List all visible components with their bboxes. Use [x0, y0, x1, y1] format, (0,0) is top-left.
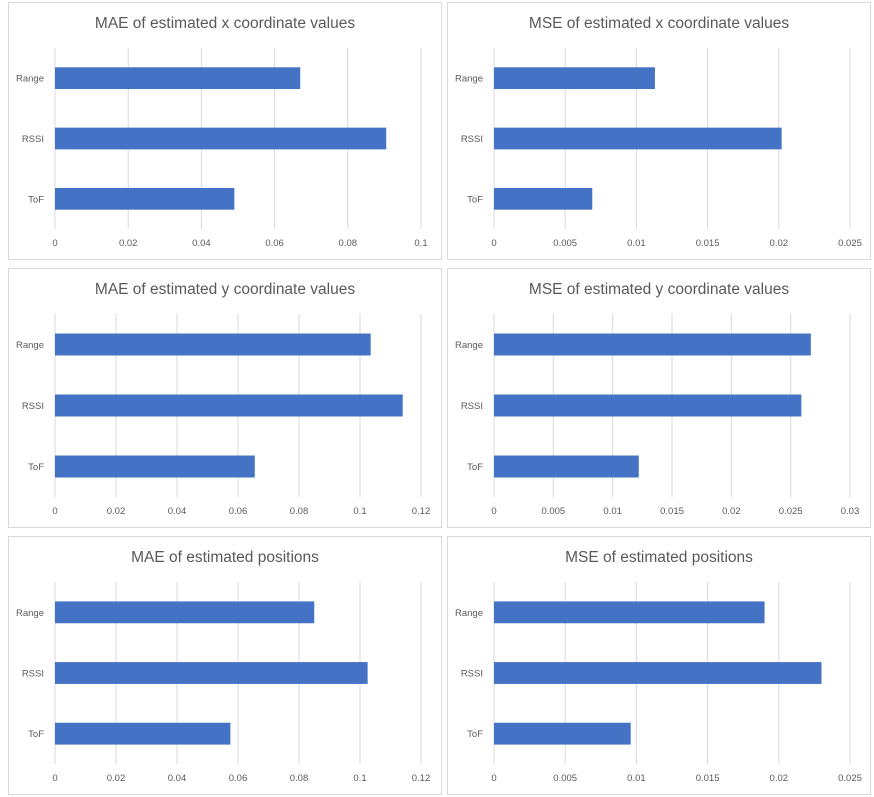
chart-svg: MSE of estimated positions 0 0.005 0.01 0.01…: [455, 549, 862, 784]
x-tick-label: 0.06: [265, 238, 284, 249]
x-tick-label: 0.08: [290, 773, 309, 784]
category-label: ToF: [28, 462, 44, 473]
category-label: ToF: [467, 462, 483, 473]
x-tick-label: 0.08: [339, 238, 358, 249]
bar: [494, 601, 765, 624]
bar: [55, 394, 403, 417]
chart-panel-mse-positions: MSE of estimated positions 0 0.005 0.01 0.01…: [447, 536, 871, 795]
chart-panel-mae-positions: MAE of estimated positions 0 0.02 0.04 0.06 0…: [8, 536, 442, 795]
x-tick-label: 0.01: [603, 506, 622, 517]
category-label: Range: [455, 608, 483, 619]
category-label: RSSI: [461, 134, 483, 145]
x-tick-label: 0.02: [770, 238, 789, 249]
chart-panel-mse-y: MSE of estimated y coordinate values 0 0.0…: [447, 268, 871, 528]
x-tick-label: 0.02: [107, 773, 126, 784]
x-tick-label: 0.025: [779, 506, 803, 517]
chart-svg: MSE of estimated x coordinate values 0 0.0…: [455, 15, 862, 249]
x-tick-label: 0.1: [414, 238, 427, 249]
category-label: RSSI: [22, 134, 44, 145]
x-tick-label: 0.12: [412, 773, 431, 784]
category-label: Range: [455, 340, 483, 351]
x-tick-label: 0.015: [660, 506, 684, 517]
x-tick-label: 0.1: [353, 506, 366, 517]
x-tick-label: 0.005: [541, 506, 565, 517]
category-label: ToF: [28, 194, 44, 205]
x-tick-label: 0: [491, 773, 496, 784]
bar: [494, 394, 802, 417]
bar: [55, 722, 231, 745]
bar: [55, 601, 315, 624]
bar: [494, 67, 655, 90]
x-tick-label: 0.015: [696, 773, 720, 784]
bar: [494, 187, 593, 210]
x-tick-label: 0.005: [553, 238, 577, 249]
x-tick-label: 0.02: [722, 506, 741, 517]
chart-title: MSE of estimated positions: [565, 549, 753, 566]
category-label: Range: [16, 340, 44, 351]
x-tick-label: 0.015: [696, 238, 720, 249]
bar: [494, 722, 631, 745]
category-label: ToF: [467, 194, 483, 205]
chart-title: MSE of estimated x coordinate values: [529, 15, 789, 32]
chart-svg: MSE of estimated y coordinate values 0 0.0…: [455, 281, 860, 517]
x-tick-label: 0.01: [627, 773, 646, 784]
category-label: Range: [455, 74, 483, 85]
x-tick-label: 0.03: [841, 506, 860, 517]
x-tick-label: 0.04: [192, 238, 211, 249]
category-label: Range: [16, 608, 44, 619]
chart-svg: MAE of estimated positions 0 0.02 0.04 0.06 0…: [16, 549, 431, 784]
category-label: RSSI: [22, 669, 44, 680]
x-tick-label: 0.04: [168, 773, 187, 784]
chart-title: MAE of estimated positions: [131, 549, 319, 566]
x-tick-label: 0.02: [107, 506, 126, 517]
x-tick-label: 0.06: [229, 506, 248, 517]
x-tick-label: 0.1: [353, 773, 366, 784]
bar: [55, 127, 387, 150]
x-tick-label: 0.025: [838, 238, 862, 249]
bar: [494, 455, 639, 478]
bar: [55, 187, 235, 210]
x-tick-label: 0.06: [229, 773, 248, 784]
chart-panel-mae-y: MAE of estimated y coordinate values 0 0.0…: [8, 268, 442, 528]
category-label: RSSI: [22, 401, 44, 412]
x-tick-label: 0.04: [168, 506, 187, 517]
bar: [55, 333, 371, 356]
x-tick-label: 0: [52, 238, 57, 249]
x-tick-label: 0.02: [770, 773, 789, 784]
x-tick-label: 0.005: [553, 773, 577, 784]
category-label: ToF: [28, 729, 44, 740]
x-tick-label: 0: [52, 773, 57, 784]
category-label: Range: [16, 74, 44, 85]
x-tick-label: 0.08: [290, 506, 309, 517]
x-tick-label: 0.12: [412, 506, 431, 517]
x-tick-label: 0.02: [119, 238, 138, 249]
chart-title: MAE of estimated y coordinate values: [95, 281, 355, 298]
bar: [55, 662, 368, 684]
category-label: RSSI: [461, 669, 483, 680]
bar: [494, 662, 822, 684]
x-tick-label: 0: [491, 238, 496, 249]
x-tick-label: 0.025: [838, 773, 862, 784]
x-tick-label: 0: [491, 506, 496, 517]
bar: [494, 127, 782, 150]
bar: [494, 333, 811, 356]
category-label: ToF: [467, 729, 483, 740]
chart-svg: MAE of estimated y coordinate values 0 0.0…: [16, 281, 431, 517]
bar: [55, 455, 255, 478]
category-label: RSSI: [461, 401, 483, 412]
chart-panel-mse-x: MSE of estimated x coordinate values 0 0.0…: [447, 2, 871, 260]
bar: [55, 67, 301, 90]
x-tick-label: 0.01: [627, 238, 646, 249]
chart-svg: MAE of estimated x coordinate values 0 0.0…: [16, 15, 428, 249]
x-tick-label: 0: [52, 506, 57, 517]
chart-title: MSE of estimated y coordinate values: [529, 281, 789, 298]
chart-title: MAE of estimated x coordinate values: [95, 15, 355, 32]
chart-panel-mae-x: MAE of estimated x coordinate values 0 0.0…: [8, 2, 442, 260]
